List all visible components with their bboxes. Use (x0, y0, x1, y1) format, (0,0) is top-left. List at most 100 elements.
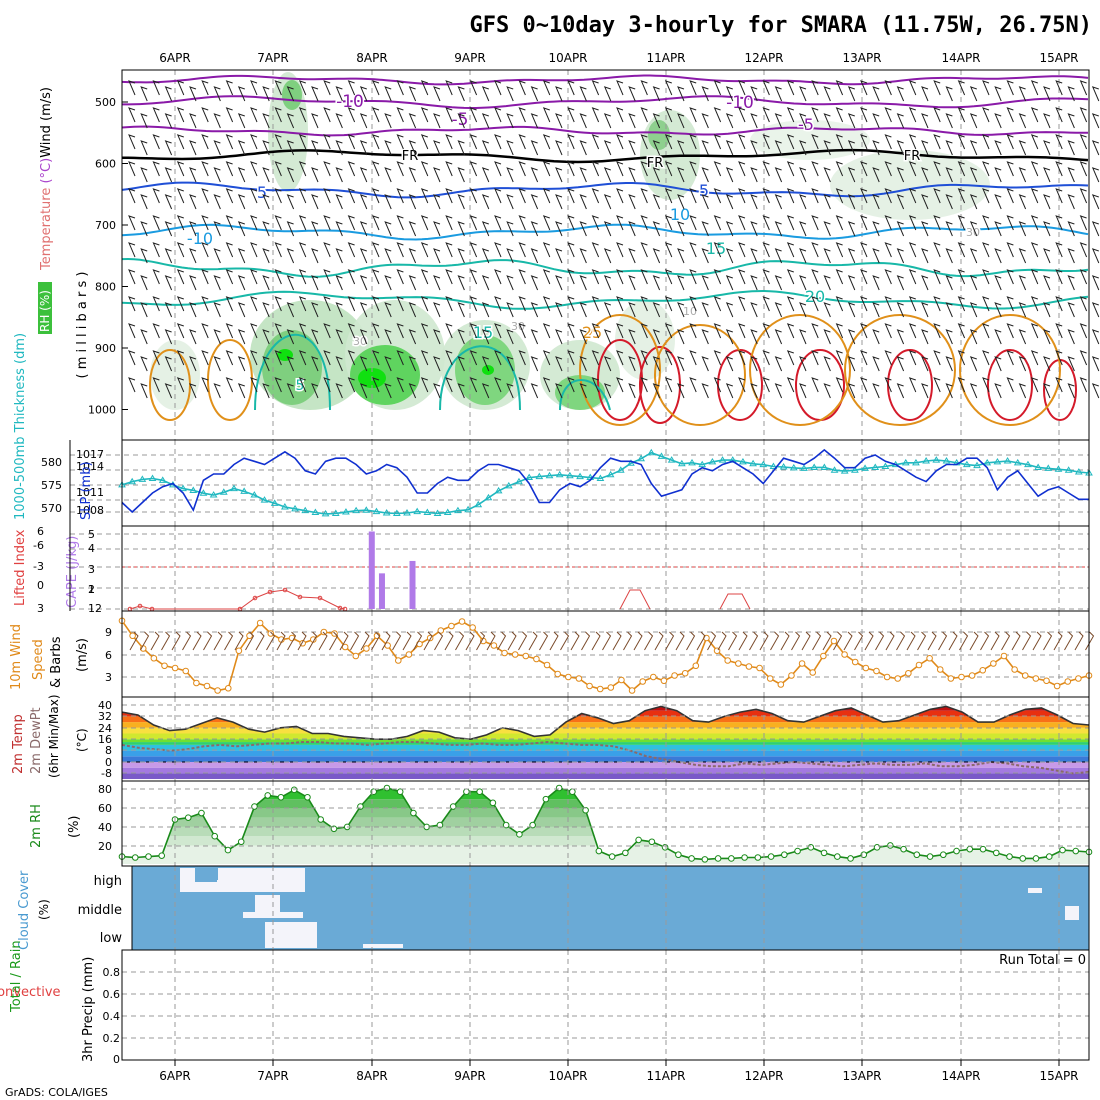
wind-barb (847, 356, 856, 372)
wind-barb-10m (518, 631, 528, 651)
wind-barb (213, 275, 221, 291)
top-date-label: 14APR (941, 51, 980, 65)
wind-barb (311, 86, 319, 102)
cloud-block (265, 922, 317, 948)
wind-speed-line-point (203, 682, 211, 690)
wind-barb (396, 107, 404, 123)
wind-barb (1018, 329, 1027, 345)
wind-barb (286, 194, 295, 210)
wind-barb-10m (171, 631, 181, 651)
wind-barb-10m (896, 631, 906, 651)
temp-band (122, 742, 1089, 745)
wind-barb (872, 221, 880, 237)
wind-barb (677, 221, 685, 237)
wind-barb-10m (549, 631, 559, 651)
thickness-line-point (637, 454, 646, 462)
wind-barb (1091, 302, 1100, 318)
lifted-index-point (317, 595, 323, 601)
wind-speed-line-point (235, 647, 243, 655)
wind-barb (1030, 134, 1039, 150)
thickness-line-point (647, 448, 656, 456)
wind-barb (872, 329, 880, 345)
wind-barb (481, 329, 490, 345)
wind-barb-10m (675, 631, 685, 651)
thickness-line-point (545, 471, 554, 479)
wind-barb (213, 383, 221, 399)
wind-barb (359, 86, 368, 102)
wind-barb (762, 215, 770, 231)
isotherm-label: 5 (296, 378, 305, 394)
wind-speed-line-point (894, 675, 902, 682)
wind-barb (469, 269, 478, 285)
wind-barb (335, 248, 343, 264)
wind-barb (567, 350, 575, 366)
wind-barb (164, 86, 173, 102)
wind-barb (359, 302, 368, 318)
sounding-ylabel: Temperature (°C)Wind (m/s) (39, 87, 54, 271)
wind-barb (860, 269, 868, 285)
cape-bar (409, 560, 416, 609)
wind-barb (518, 350, 526, 366)
wind-barb (359, 248, 368, 264)
wind-barb (396, 188, 404, 204)
wind-barb (140, 167, 148, 183)
thickness-line-point (820, 463, 829, 470)
wind-barb (457, 113, 465, 129)
wind-barb (860, 377, 868, 393)
wind-barb (774, 86, 783, 102)
rh-patch-dark (648, 120, 670, 150)
wind-barb (323, 107, 331, 123)
wind-barb (408, 221, 417, 237)
wind-barb (506, 383, 514, 399)
wind-barb (335, 383, 343, 399)
wind-barb (457, 356, 465, 372)
wind-barb (128, 134, 136, 150)
wind-barb (189, 383, 197, 399)
wind-barb (1067, 86, 1075, 102)
wind-barb (689, 323, 697, 339)
panel-border (121, 439, 1090, 527)
wind-barb (969, 113, 978, 129)
thickness-line-point (474, 500, 483, 508)
wind-barb (1079, 80, 1088, 96)
wind-barb (518, 80, 526, 96)
rh-line-point (622, 849, 629, 857)
wind-barb (1055, 350, 1063, 366)
wind-barb (152, 377, 160, 393)
wind-barb (445, 188, 453, 204)
wind-barb (384, 302, 392, 318)
wind-barb (1091, 194, 1100, 210)
wind-barb (677, 383, 685, 399)
wind-barb (530, 86, 539, 102)
wind-barb (506, 86, 514, 102)
wind-barb (140, 194, 148, 210)
wind-barb (518, 161, 526, 177)
rh-line-point (939, 851, 947, 859)
wind-barb (286, 275, 295, 291)
wind-barb (494, 269, 502, 285)
sounding-units: ( m i l l i b a r s ) (75, 272, 90, 379)
wind-barb (689, 188, 697, 204)
wind-barb (994, 167, 1002, 183)
wind-barb (677, 302, 685, 318)
wind-barb (786, 323, 795, 339)
wind-speed-line-point (246, 632, 253, 640)
isotherm-label: 25 (582, 323, 602, 342)
wind-barb (1006, 134, 1014, 150)
wind-barb (725, 383, 734, 399)
wind-barb (908, 161, 917, 177)
wind-barb-10m (696, 631, 706, 651)
thickness-line-point (454, 506, 462, 514)
wind-barb (359, 194, 368, 210)
thickness-line-point (942, 457, 951, 464)
wind-barb (969, 86, 978, 102)
wind-barb (1018, 167, 1027, 183)
isotherm (121, 257, 1089, 278)
wind-barb (335, 221, 343, 237)
wind-barb (969, 383, 978, 399)
rh-line-point (410, 809, 417, 817)
wind-barb (884, 377, 892, 393)
wind-barb (542, 296, 551, 312)
wind-barb-10m (665, 631, 675, 651)
wind-barb (774, 167, 783, 183)
